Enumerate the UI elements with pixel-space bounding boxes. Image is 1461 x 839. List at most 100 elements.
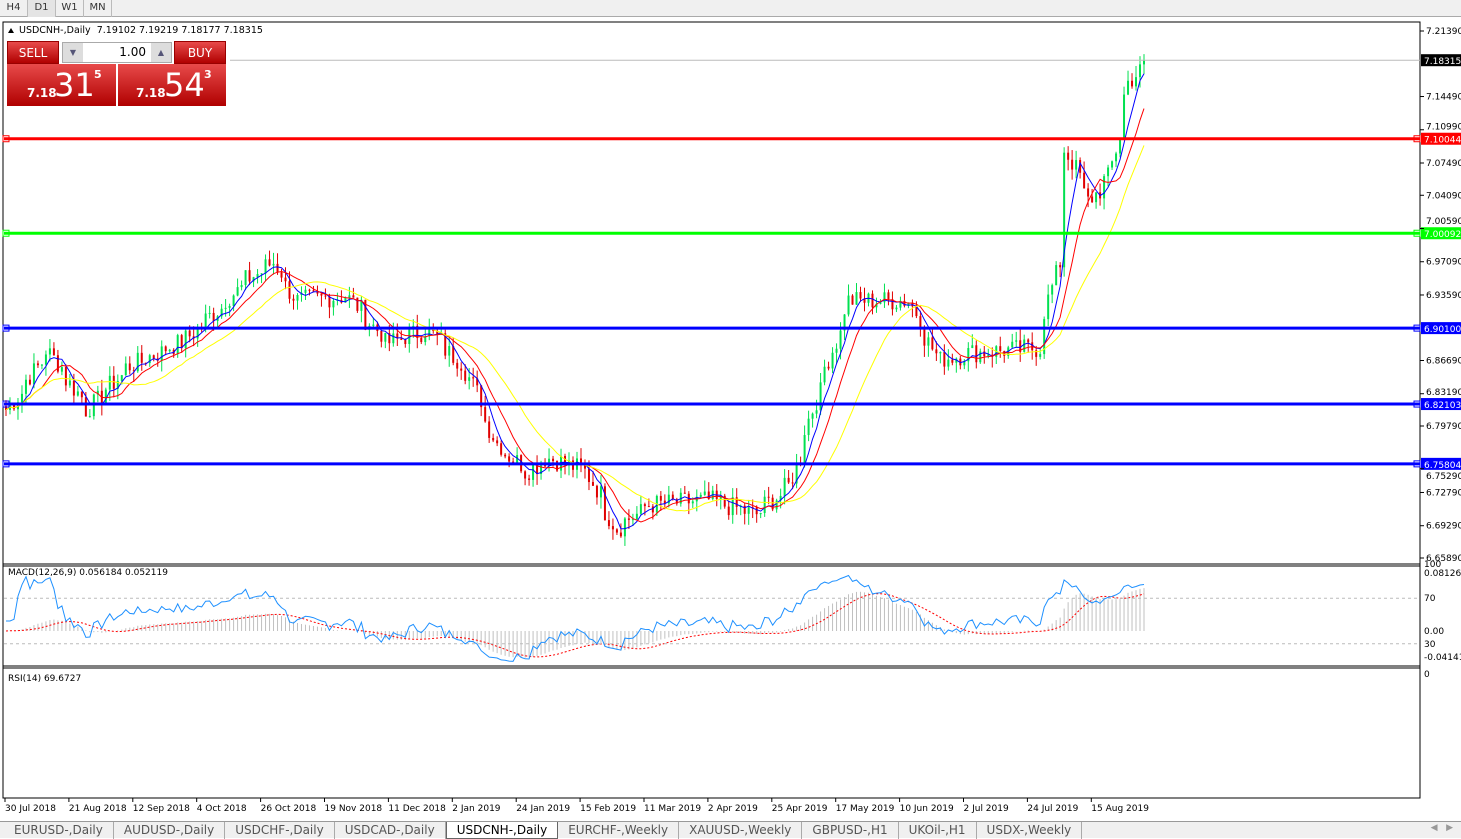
collapse-triangle-icon[interactable] — [8, 28, 14, 33]
tab-usdx[interactable]: USDX-,Weekly — [977, 822, 1083, 839]
candle-body — [504, 454, 507, 457]
candle-body — [56, 355, 59, 372]
tab-ukoil[interactable]: UKOil-,H1 — [899, 822, 977, 839]
candle-body — [951, 359, 954, 363]
candle-body — [587, 468, 590, 483]
lot-value[interactable]: 1.00 — [119, 45, 146, 59]
candle-body — [272, 263, 275, 266]
candle-body — [599, 486, 602, 498]
candle-body — [332, 300, 335, 308]
candle-body — [380, 330, 383, 342]
price-tick-label: 6.86690 — [1426, 356, 1461, 366]
candle-body — [987, 354, 990, 357]
lot-size-input[interactable]: ▼ 1.00 ▲ — [62, 42, 172, 63]
candle-body — [144, 362, 147, 364]
candle-body — [591, 482, 594, 486]
candle-body — [212, 312, 215, 321]
candle-body — [1083, 172, 1086, 189]
candle-body — [979, 351, 982, 363]
timeframe-d1[interactable]: D1 — [28, 0, 56, 17]
candle-body — [356, 297, 359, 311]
candle-body — [556, 461, 559, 471]
candle-body — [428, 327, 431, 337]
level-handle — [1413, 229, 1421, 237]
candle-body — [100, 390, 103, 406]
candle-body — [775, 500, 778, 510]
candle-body — [919, 316, 922, 329]
price-tick-label: 6.69290 — [1426, 522, 1461, 532]
tab-usdcnh[interactable]: USDCNH-,Daily — [445, 822, 559, 839]
candle-body — [84, 397, 87, 417]
tab-xauusd[interactable]: XAUUSD-,Weekly — [679, 822, 803, 839]
candle-body — [204, 313, 207, 330]
candle-body — [16, 402, 19, 410]
candle-body — [975, 345, 978, 363]
candle-body — [196, 327, 199, 339]
candle-body — [803, 435, 806, 465]
candle-body — [148, 355, 151, 364]
candle-body — [232, 295, 235, 306]
sell-price[interactable]: 7.18 31 5 — [7, 64, 116, 106]
rsi-panel — [4, 574, 1420, 662]
candle-body — [528, 478, 531, 480]
candle-body — [835, 348, 838, 353]
candle-body — [32, 363, 35, 385]
timeframe-mn[interactable]: MN — [84, 0, 112, 17]
price-tick-label: 6.83190 — [1426, 388, 1461, 398]
rsi-tick-label: 30 — [1424, 640, 1436, 650]
candle-body — [264, 259, 267, 274]
candle-body — [456, 362, 459, 369]
candle-body — [124, 363, 127, 376]
candle-body — [5, 406, 7, 410]
tab-usdchf[interactable]: USDCHF-,Daily — [225, 822, 335, 839]
candle-body — [492, 437, 495, 441]
candle-body — [851, 295, 854, 305]
candle-body — [1103, 176, 1106, 199]
candle-body — [544, 465, 547, 467]
price-tick-label: 7.04090 — [1426, 191, 1461, 201]
candle-body — [536, 464, 539, 475]
candle-body — [823, 366, 826, 383]
buy-button[interactable]: BUY — [174, 41, 226, 64]
chart-window[interactable]: 7.100447.000926.901006.821036.758047.183… — [0, 17, 1461, 821]
candle-body — [675, 499, 678, 504]
candle-body — [1051, 285, 1054, 295]
rsi-tick-label: 100 — [1424, 560, 1441, 570]
candle-body — [1011, 341, 1014, 348]
lot-increase-icon[interactable]: ▲ — [151, 43, 171, 62]
tab-eurchf[interactable]: EURCHF-,Weekly — [558, 822, 680, 839]
candle-body — [160, 346, 163, 361]
rsi-tick-label: 70 — [1424, 594, 1436, 604]
candle-body — [731, 497, 734, 516]
candle-body — [1111, 161, 1114, 168]
candle-body — [703, 491, 706, 495]
tab-usdcad[interactable]: USDCAD-,Daily — [335, 822, 446, 839]
sell-price-prefix: 7.18 — [27, 86, 57, 100]
tab-scroll-arrows-icon[interactable]: ◀ ▶ — [1430, 823, 1453, 833]
level-handle — [2, 400, 10, 408]
level-price-tag — [1421, 457, 1461, 470]
candle-body — [879, 302, 882, 304]
level-handle — [1413, 460, 1421, 468]
tab-eurusd[interactable]: EURUSD-,Daily — [4, 822, 114, 839]
candle-body — [256, 274, 259, 278]
candle-body — [120, 375, 123, 381]
candle-body — [328, 296, 331, 308]
candle-body — [791, 482, 794, 484]
sell-price-fraction: 5 — [94, 68, 102, 81]
sell-button[interactable]: SELL — [7, 41, 59, 64]
candle-body — [783, 477, 786, 496]
candle-body — [1139, 64, 1142, 78]
tab-audusd[interactable]: AUDUSD-,Daily — [114, 822, 226, 839]
timeframe-w1[interactable]: W1 — [56, 0, 84, 17]
rsi-label: RSI(14) 69.6727 — [8, 674, 81, 684]
timeframe-h4[interactable]: H4 — [0, 0, 28, 17]
buy-price[interactable]: 7.18 54 3 — [118, 64, 226, 106]
lot-decrease-icon[interactable]: ▼ — [63, 43, 83, 62]
candle-body — [1127, 80, 1130, 95]
candle-body — [44, 354, 47, 365]
tab-gbpusd[interactable]: GBPUSD-,H1 — [802, 822, 899, 839]
candle-body — [396, 333, 399, 339]
candle-body — [484, 407, 487, 422]
candle-body — [312, 290, 315, 292]
